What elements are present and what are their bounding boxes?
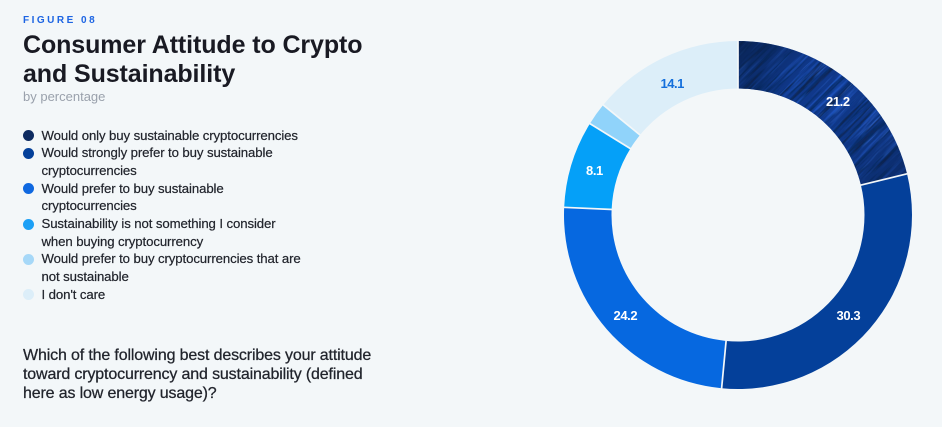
- svg-text:30.3: 30.3: [837, 308, 861, 323]
- svg-text:21.2: 21.2: [826, 94, 850, 109]
- svg-text:8.1: 8.1: [586, 163, 603, 178]
- svg-text:14.1: 14.1: [661, 76, 685, 91]
- svg-text:24.2: 24.2: [614, 308, 638, 323]
